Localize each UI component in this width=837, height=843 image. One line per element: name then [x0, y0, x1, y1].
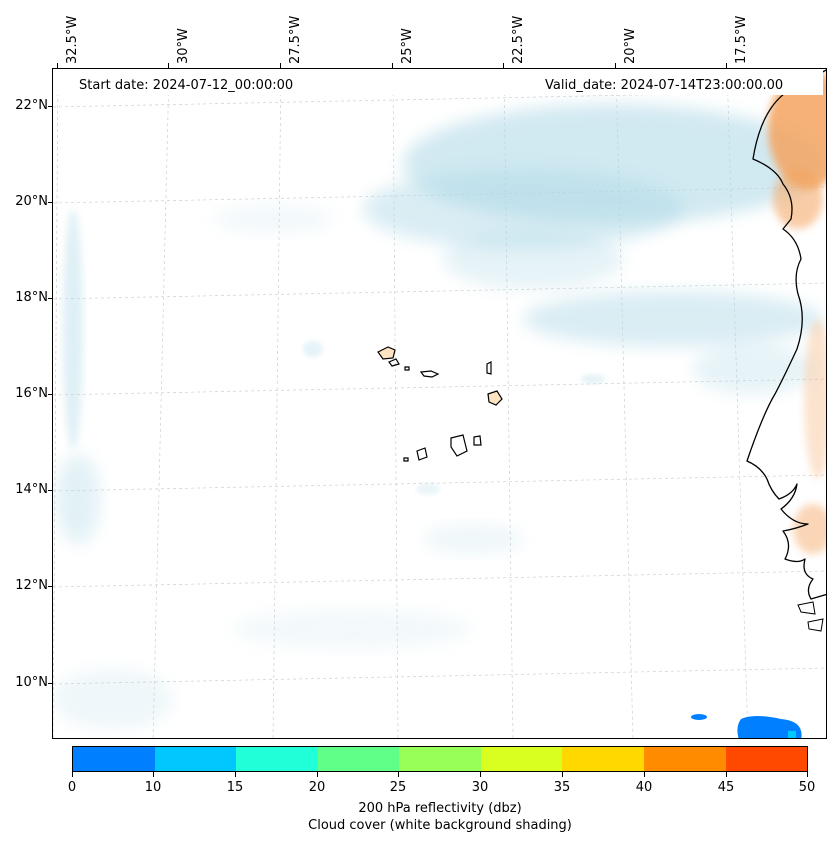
map-canvas: [53, 69, 826, 738]
colorbar-title: 200 hPa reflectivity (dbz): [358, 801, 522, 816]
lon-tick: [57, 63, 58, 68]
lon-tick: [615, 63, 616, 68]
lat-tick: [48, 202, 52, 203]
dust-shading: [768, 69, 826, 554]
lon-label-20w: 20°W: [623, 28, 638, 64]
reflectivity-echoes: [691, 714, 802, 738]
colorbar-tick-label: 45: [717, 780, 735, 795]
colorbar-tick: [153, 772, 154, 777]
colorbar-tick-label: 25: [389, 780, 407, 795]
colorbar-segment: [236, 747, 318, 771]
colorbar-tick: [644, 772, 645, 777]
colorbar-tick: [480, 772, 481, 777]
lon-label-32-5w: 32.5°W: [65, 15, 80, 64]
colorbar-tick-label: 40: [635, 780, 653, 795]
colorbar-segment: [399, 747, 481, 771]
coastline: [746, 69, 826, 632]
colorbar-tick-label: 30: [471, 780, 489, 795]
lon-label-22-5w: 22.5°W: [511, 15, 526, 64]
colorbar-tick: [72, 772, 73, 777]
lat-label-12n: 12°N: [15, 578, 48, 593]
start-date-label: Start date: 2024-07-12_00:00:00: [79, 78, 294, 93]
colorbar-tick: [807, 772, 808, 777]
lon-tick: [726, 63, 727, 68]
lat-label-14n: 14°N: [15, 482, 48, 497]
valid-date-label: Valid_date: 2024-07-14T23:00:00.00: [545, 78, 784, 93]
cape-verde-islands: [377, 346, 503, 462]
lon-tick: [392, 63, 393, 68]
colorbar-segment: [154, 747, 237, 771]
lat-tick: [48, 106, 52, 107]
lat-label-10n: 10°N: [15, 675, 48, 690]
colorbar-tick: [726, 772, 727, 777]
lon-tick: [280, 63, 281, 68]
colorbar: [72, 746, 808, 772]
colorbar-tick-label: 20: [308, 780, 326, 795]
header-band: [53, 69, 823, 95]
colorbar-tick-label: 35: [553, 780, 571, 795]
colorbar-tick: [398, 772, 399, 777]
colorbar-segment: [725, 747, 808, 771]
colorbar-tick-label: 50: [798, 780, 816, 795]
colorbar-tick-label: 0: [67, 780, 77, 795]
lon-tick: [503, 63, 504, 68]
colorbar-segment: [317, 747, 400, 771]
colorbar-tick: [235, 772, 236, 777]
colorbar-tick: [317, 772, 318, 777]
lat-tick: [48, 586, 52, 587]
lat-label-18n: 18°N: [15, 290, 48, 305]
lon-label-30w: 30°W: [176, 28, 191, 64]
lon-label-17-5w: 17.5°W: [734, 15, 749, 64]
lon-tick: [168, 63, 169, 68]
colorbar-tick-label: 15: [226, 780, 244, 795]
colorbar-segment: [480, 747, 563, 771]
colorbar-segment: [562, 747, 644, 771]
map-panel[interactable]: [52, 68, 827, 739]
lat-tick: [48, 490, 52, 491]
colorbar-segment: [643, 747, 726, 771]
lat-tick: [48, 683, 52, 684]
lat-tick: [48, 394, 52, 395]
lat-tick: [48, 298, 52, 299]
colorbar-tick-label: 10: [144, 780, 162, 795]
cloud-cover-shading: [53, 104, 823, 729]
lon-label-25w: 25°W: [400, 28, 415, 64]
colorbar-segment: [73, 747, 155, 771]
lat-label-22n: 22°N: [15, 98, 48, 113]
lon-label-27-5w: 27.5°W: [288, 15, 303, 64]
lat-label-20n: 20°N: [15, 194, 48, 209]
colorbar-tick: [562, 772, 563, 777]
lat-label-16n: 16°N: [15, 386, 48, 401]
colorbar-subtitle: Cloud cover (white background shading): [308, 818, 572, 833]
